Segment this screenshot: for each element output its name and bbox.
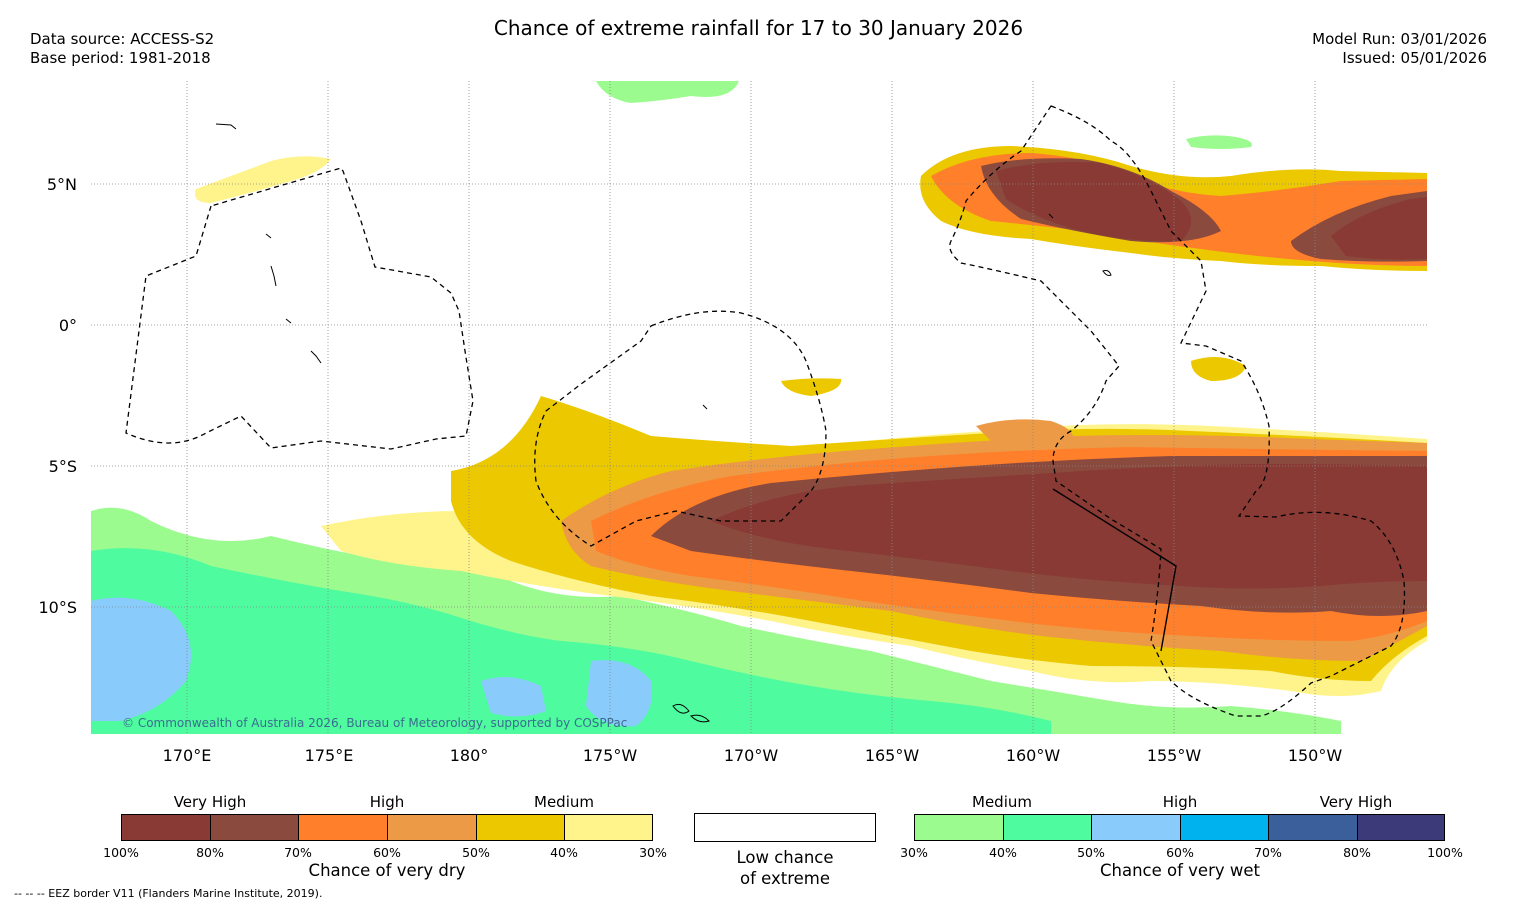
lon-label-170e: 170°E bbox=[162, 746, 212, 765]
copyright-notice: © Commonwealth of Australia 2026, Bureau… bbox=[122, 716, 628, 730]
wet-swatch-3 bbox=[1091, 814, 1180, 841]
wet-tick-70: 70% bbox=[1254, 845, 1282, 860]
wet-tick-30: 30% bbox=[900, 845, 928, 860]
dry-80-south bbox=[711, 464, 1427, 589]
lon-label-165w: 165°W bbox=[864, 746, 920, 765]
model-run-label: Model Run: 03/01/2026 bbox=[1312, 30, 1487, 48]
low-chance-swatch bbox=[694, 813, 876, 842]
wet-swatch-4 bbox=[1180, 814, 1268, 841]
dry-tick-30: 30% bbox=[639, 845, 667, 860]
wet-50-patch-a bbox=[91, 597, 191, 721]
island-b bbox=[265, 233, 272, 239]
dry-category-very-high: Very High bbox=[173, 793, 247, 811]
lon-label-170w: 170°W bbox=[723, 746, 779, 765]
dry-tick-80: 80% bbox=[196, 845, 224, 860]
source-info: Data source: ACCESS-S2 Base period: 1981… bbox=[30, 30, 214, 68]
dry-80-north bbox=[996, 162, 1191, 242]
run-info: Model Run: 03/01/2026 Issued: 05/01/2026 bbox=[1312, 30, 1487, 68]
low-chance-caption: Low chance of extreme bbox=[685, 847, 885, 889]
lon-label-160w: 160°W bbox=[1005, 746, 1061, 765]
dry-30-north-patch bbox=[195, 156, 331, 203]
dry-tick-60: 60% bbox=[373, 845, 401, 860]
lat-label-0: 0° bbox=[58, 316, 77, 335]
island-f bbox=[702, 404, 708, 410]
lon-label-150w: 150°W bbox=[1287, 746, 1343, 765]
eez-border-note: -- -- -- EEZ border V11 (Flanders Marine… bbox=[14, 887, 323, 900]
dry-category-high: High bbox=[369, 793, 405, 811]
issued-label: Issued: 05/01/2026 bbox=[1342, 49, 1487, 67]
islands bbox=[215, 123, 1112, 723]
lon-label-175w: 175°W bbox=[582, 746, 638, 765]
wet-tick-80: 80% bbox=[1343, 845, 1371, 860]
dry-tick-70: 70% bbox=[284, 845, 312, 860]
eez-solid-border bbox=[1052, 488, 1177, 652]
dry-tick-40: 40% bbox=[550, 845, 578, 860]
low-chance-line1: Low chance bbox=[736, 848, 834, 867]
dry-regions bbox=[195, 146, 1427, 696]
island-e bbox=[310, 350, 322, 364]
dry-tick-50: 50% bbox=[462, 845, 490, 860]
island-c bbox=[270, 265, 277, 287]
lon-label-155w: 155°W bbox=[1146, 746, 1202, 765]
base-period-label: Base period: 1981-2018 bbox=[30, 49, 211, 67]
eez-borders bbox=[125, 105, 1406, 717]
dry-swatch-2 bbox=[210, 814, 298, 841]
wet-50-patch-b bbox=[481, 677, 546, 717]
wet-category-medium: Medium bbox=[972, 793, 1032, 811]
island-g bbox=[1048, 213, 1054, 219]
wet-tick-60: 60% bbox=[1166, 845, 1194, 860]
low-chance-line2: of extreme bbox=[739, 869, 831, 888]
wet-swatch-1 bbox=[914, 814, 1003, 841]
eez-kiribati-gilbert bbox=[125, 167, 474, 450]
wet-40-south bbox=[91, 548, 1051, 734]
rainfall-map bbox=[91, 81, 1427, 734]
dry-swatch-3 bbox=[298, 814, 387, 841]
wet-category-very-high: Very High bbox=[1319, 793, 1393, 811]
wet-medium-patch-ne bbox=[1186, 135, 1252, 149]
wet-swatch-5 bbox=[1268, 814, 1357, 841]
wet-tick-100: 100% bbox=[1427, 845, 1463, 860]
island-a bbox=[215, 123, 237, 130]
lat-label-10s: 10°S bbox=[38, 598, 77, 617]
wet-medium-north bbox=[596, 81, 739, 103]
lon-label-180: 180° bbox=[449, 746, 489, 765]
dry-40-patch-a bbox=[781, 378, 842, 396]
graticule bbox=[91, 81, 1427, 734]
dry-40-patch-b bbox=[1191, 357, 1246, 381]
wet-50-patch-c bbox=[586, 660, 652, 727]
lat-label-5s: 5°S bbox=[48, 457, 77, 476]
dry-category-medium: Medium bbox=[534, 793, 594, 811]
dry-swatch-5 bbox=[476, 814, 564, 841]
dry-swatch-1 bbox=[121, 814, 210, 841]
wet-tick-40: 40% bbox=[989, 845, 1017, 860]
dry-tick-100: 100% bbox=[103, 845, 139, 860]
dry-swatch-4 bbox=[387, 814, 476, 841]
lon-label-175e: 175°E bbox=[304, 746, 354, 765]
island-samoa bbox=[672, 703, 710, 723]
chart-title: Chance of extreme rainfall for 17 to 30 … bbox=[493, 16, 1024, 40]
dry-80-north-east bbox=[1331, 197, 1427, 260]
island-d bbox=[285, 318, 292, 324]
wet-tick-50: 50% bbox=[1077, 845, 1105, 860]
wet-swatch-2 bbox=[1003, 814, 1091, 841]
wet-swatch-6 bbox=[1357, 814, 1445, 841]
dry-caption: Chance of very dry bbox=[308, 861, 466, 880]
wet-category-high: High bbox=[1162, 793, 1198, 811]
eez-kiribati-line bbox=[949, 105, 1406, 717]
lat-label-5n: 5°N bbox=[46, 175, 77, 194]
data-source-label: Data source: ACCESS-S2 bbox=[30, 30, 215, 48]
wet-caption: Chance of very wet bbox=[1100, 861, 1260, 880]
dry-swatch-6 bbox=[564, 814, 653, 841]
dry-50-patch-a bbox=[976, 419, 1074, 448]
island-kiritimati bbox=[1102, 270, 1112, 276]
eez-tokelau bbox=[534, 310, 827, 547]
map-svg bbox=[91, 81, 1427, 734]
